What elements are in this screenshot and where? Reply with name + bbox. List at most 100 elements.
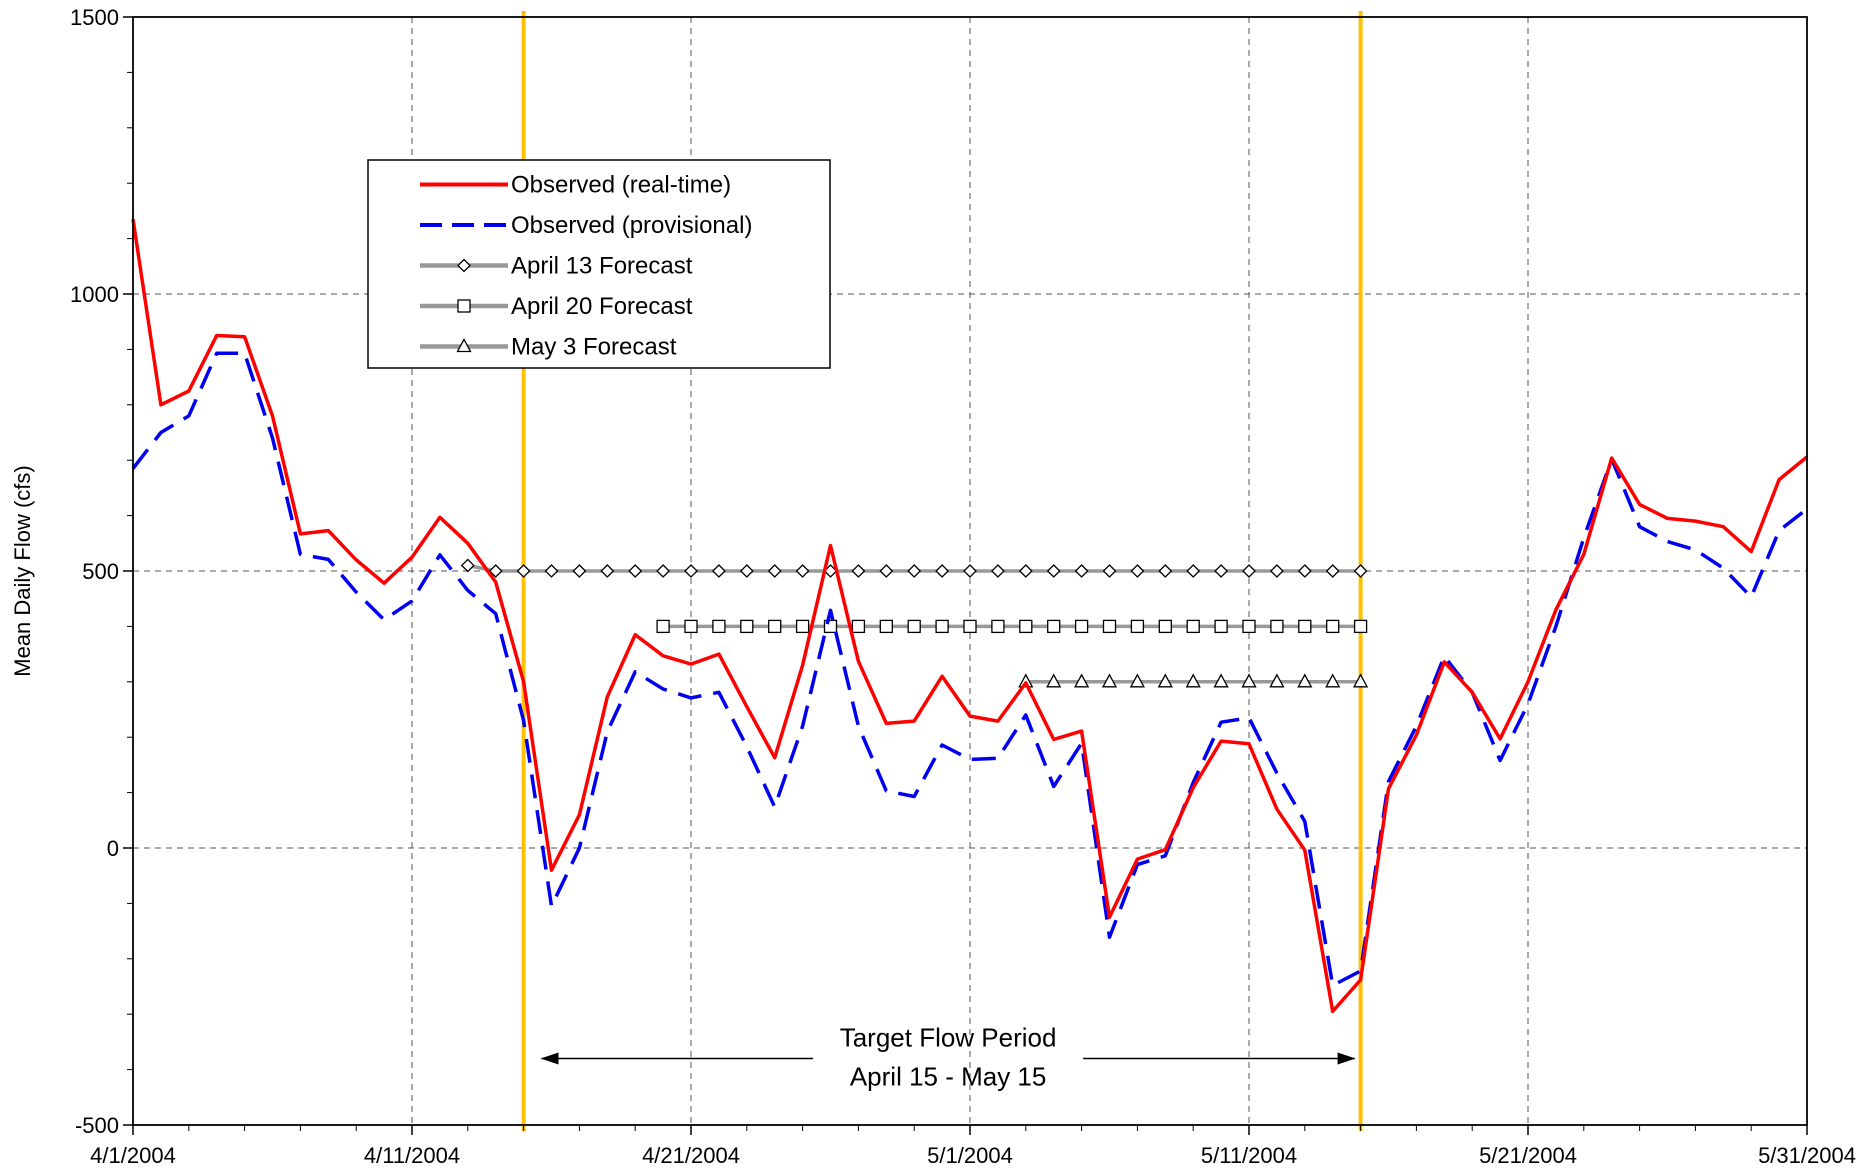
data-point-triangle	[1074, 673, 1090, 688]
series-april-20-forecast	[656, 619, 1368, 634]
data-point-square	[740, 619, 754, 634]
series-observed-provisional	[131, 351, 1809, 988]
y-tick-label: 1500	[70, 5, 119, 30]
data-point-diamond	[1269, 564, 1284, 578]
data-point-diamond	[963, 564, 977, 578]
data-point-diamond	[544, 564, 559, 578]
data-point-diamond	[1130, 564, 1145, 578]
data-point-diamond	[1325, 564, 1340, 578]
x-tick-label: 5/21/2004	[1479, 1143, 1577, 1168]
x-tick-label: 4/21/2004	[642, 1143, 740, 1168]
data-point-triangle	[1325, 673, 1341, 688]
legend-marker-diamond	[457, 258, 471, 273]
data-point-diamond	[935, 564, 950, 578]
data-point-diamond	[990, 564, 1005, 578]
data-point-square	[879, 619, 893, 634]
axes: -500 0 500 1000 1500 4/1/2004 4/11/2004 4/21/20…	[10, 5, 1856, 1168]
data-point-square	[768, 619, 782, 634]
data-point-square	[1047, 619, 1061, 634]
annotation-title: Target Flow Period	[840, 1023, 1057, 1053]
series-observed-real-time	[131, 218, 1809, 1014]
data-point-diamond	[1102, 564, 1117, 578]
legend-label: Observed (real-time)	[511, 172, 731, 199]
data-point-diamond	[656, 564, 671, 578]
data-point-diamond	[516, 564, 531, 578]
data-point-square	[1186, 619, 1200, 634]
x-tick-label: 5/31/2004	[1758, 1143, 1856, 1168]
data-point-diamond	[879, 564, 894, 578]
y-tick-label: 1000	[70, 282, 119, 307]
y-tick-label: 0	[107, 836, 119, 861]
data-point-diamond	[628, 564, 643, 578]
data-point-square	[1019, 619, 1033, 634]
y-axis-title: Mean Daily Flow (cfs)	[10, 465, 35, 676]
data-point-diamond	[572, 564, 587, 578]
legend: Observed (real-time) Observed (provisiona…	[367, 159, 831, 369]
data-point-triangle	[1157, 673, 1173, 688]
legend-entry: Observed (real-time)	[420, 172, 731, 199]
data-point-triangle	[1241, 673, 1257, 688]
data-point-square	[684, 619, 698, 634]
data-point-square	[1102, 619, 1117, 634]
legend-label: May 3 Forecast	[511, 334, 677, 361]
data-point-square	[991, 619, 1005, 634]
series-may-3-forecast	[1018, 673, 1369, 688]
data-point-square	[656, 619, 670, 634]
data-point-diamond	[684, 564, 698, 578]
legend-label: April 13 Forecast	[511, 253, 693, 280]
data-point-triangle	[1101, 673, 1118, 688]
data-point-diamond	[739, 564, 754, 578]
data-point-square	[935, 619, 949, 634]
legend-entry: Observed (provisional)	[420, 212, 752, 239]
data-point-square	[1242, 619, 1256, 634]
legend-entry: April 13 Forecast	[420, 253, 693, 280]
legend-label: Observed (provisional)	[511, 212, 752, 239]
data-point-square	[1158, 619, 1172, 634]
legend-label: April 20 Forecast	[511, 293, 693, 320]
data-point-diamond	[1046, 564, 1061, 578]
data-point-diamond	[1018, 564, 1033, 578]
data-point-diamond	[795, 564, 810, 578]
series-line	[131, 218, 1809, 1014]
data-point-square	[795, 619, 810, 634]
data-point-square	[851, 619, 866, 634]
data-point-triangle	[1185, 673, 1201, 688]
data-point-triangle	[1353, 673, 1369, 688]
data-point-triangle	[1269, 673, 1285, 688]
plot-frame	[132, 16, 1808, 1126]
data-point-diamond	[1074, 564, 1089, 578]
data-point-diamond	[460, 558, 475, 573]
target-period-annotation: Target Flow Period April 15 - May 15	[540, 1023, 1356, 1092]
x-tick-label: 4/11/2004	[364, 1143, 460, 1168]
data-point-square	[1353, 619, 1368, 634]
data-point-square	[712, 619, 726, 634]
legend-marker-square	[457, 299, 471, 313]
data-point-square	[907, 619, 921, 634]
data-point-diamond	[767, 564, 782, 578]
data-point-square	[1074, 619, 1089, 634]
data-point-diamond	[1297, 564, 1312, 578]
legend-entry: May 3 Forecast	[420, 334, 677, 361]
series-line	[131, 351, 1809, 988]
data-point-square	[1298, 619, 1312, 634]
data-point-square	[963, 619, 977, 634]
data-point-diamond	[1353, 564, 1368, 578]
data-point-square	[1326, 619, 1340, 634]
data-point-diamond	[1158, 564, 1173, 578]
data-point-square	[1270, 619, 1284, 634]
x-tick-label: 5/1/2004	[927, 1143, 1013, 1168]
data-point-square	[1130, 619, 1145, 634]
legend-marker-triangle	[456, 338, 472, 353]
data-point-diamond	[711, 564, 726, 578]
data-point-diamond	[600, 564, 615, 578]
data-point-square	[1214, 619, 1228, 634]
annotation-range: April 15 - May 15	[850, 1062, 1047, 1092]
data-point-triangle	[1046, 673, 1062, 688]
legend-entry: April 20 Forecast	[420, 293, 693, 320]
data-point-triangle	[1213, 673, 1229, 688]
data-point-triangle	[1297, 673, 1313, 688]
data-point-diamond	[1186, 564, 1201, 578]
y-tick-label: -500	[75, 1113, 119, 1138]
